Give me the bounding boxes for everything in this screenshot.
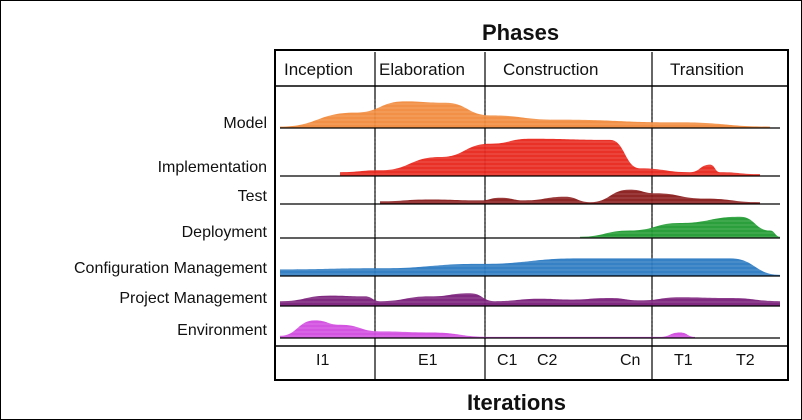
iteration-i1: I1: [316, 352, 330, 369]
workflow-label-test: Test: [237, 188, 267, 205]
iterations-title: Iterations: [467, 390, 567, 415]
phase-transition: Transition: [670, 60, 745, 79]
grid-border: [274, 49, 789, 381]
workflow-label-deployment: Deployment: [181, 224, 267, 241]
phase-elaboration: Elaboration: [379, 60, 466, 79]
workflow-label-project-management: Project Management: [119, 290, 267, 307]
workflow-hump-4: [580, 216, 780, 238]
workflow-hump-7: [280, 320, 695, 338]
phase-construction: Construction: [503, 60, 599, 79]
workflow-hump-6: [280, 293, 780, 306]
phases-title: Phases: [482, 20, 560, 45]
iteration-c1: C1: [497, 352, 518, 369]
workflow-label-model: Model: [223, 115, 267, 132]
iteration-c2: C2: [537, 352, 558, 369]
workflow-hump-1: [280, 101, 770, 128]
workflow-label-environment: Environment: [177, 322, 267, 339]
phase-inception: Inception: [284, 60, 353, 79]
workflow-label-configuration-management: Configuration Management: [73, 260, 267, 277]
workflow-label-implementation: Implementation: [157, 159, 267, 176]
workflow-hump-2: [340, 138, 760, 176]
iteration-e1: E1: [418, 352, 438, 369]
workflow-hump-3: [380, 189, 760, 204]
workflow-hump-5: [280, 258, 780, 276]
iteration-cn: Cn: [620, 352, 641, 369]
iteration-t2: T2: [736, 352, 755, 369]
iteration-t1: T1: [674, 352, 693, 369]
